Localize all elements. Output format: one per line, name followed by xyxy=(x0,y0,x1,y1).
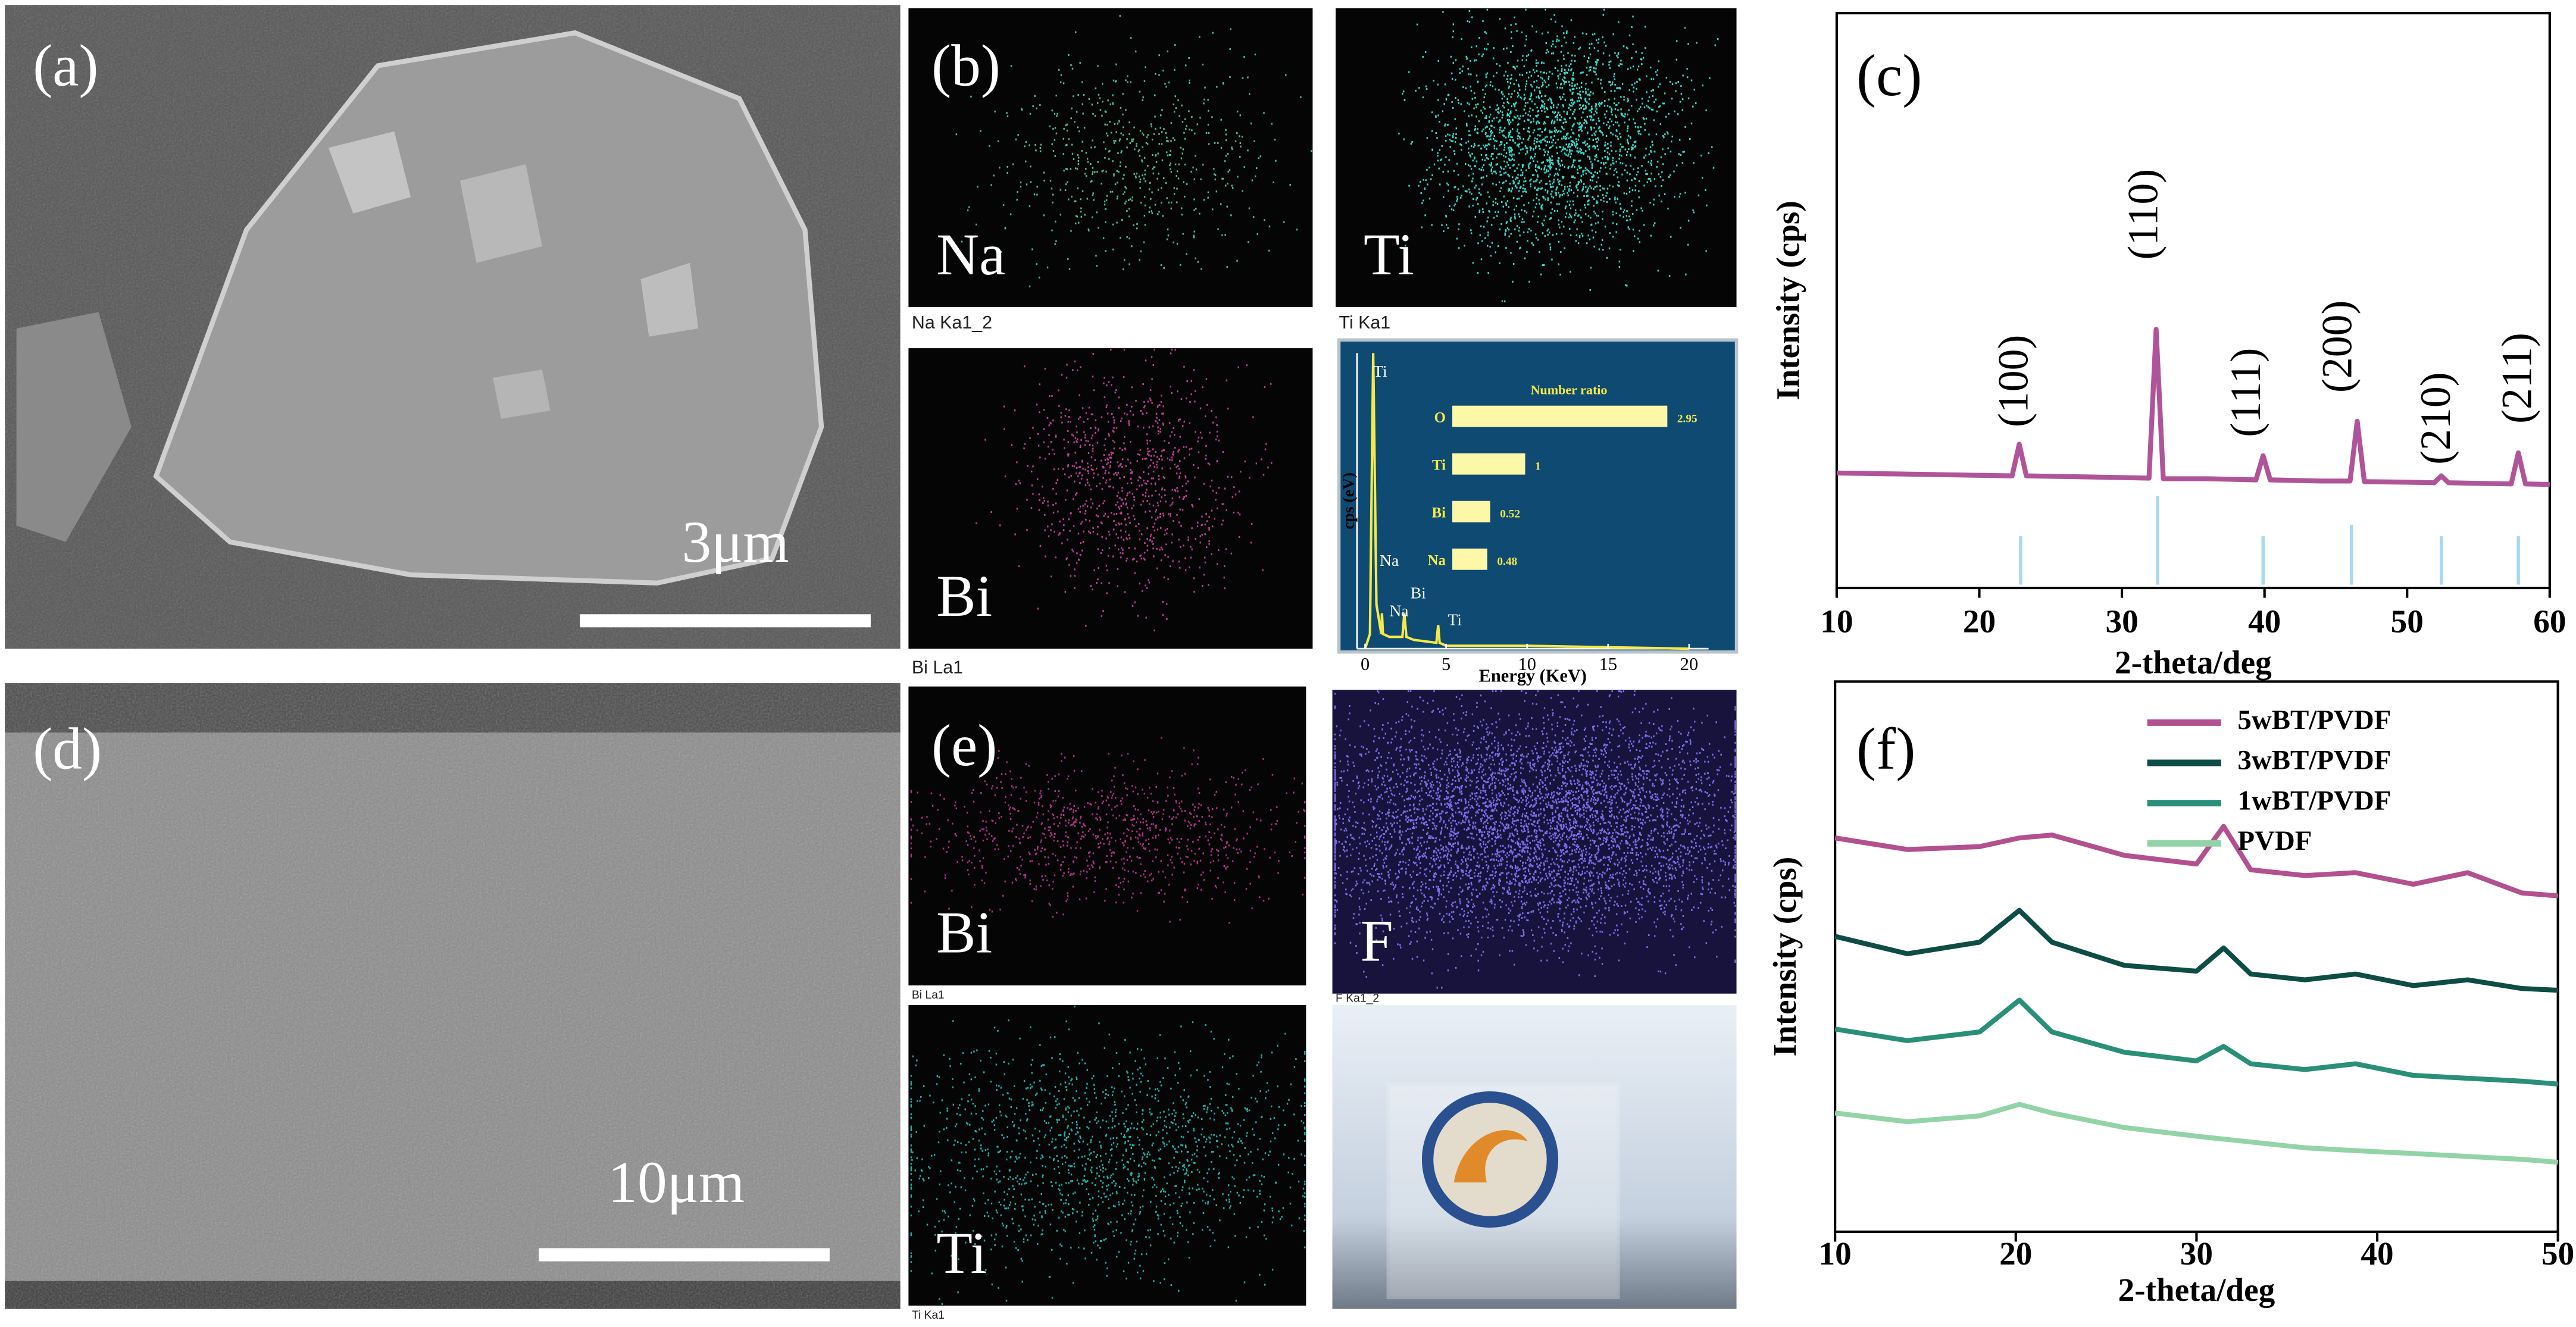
panel-label: (d) xyxy=(33,716,102,782)
scale-bar-label: 3μm xyxy=(681,509,789,575)
x-tick-label: 10 xyxy=(1820,603,1853,640)
x-tick-label: 40 xyxy=(2361,1235,2393,1272)
panel-label: (b) xyxy=(931,33,1001,99)
element-label: F xyxy=(1360,909,1393,974)
ratio-category: Ti xyxy=(1432,457,1446,473)
ratio-category: Na xyxy=(1428,552,1446,568)
peak-label: (200) xyxy=(2314,301,2361,393)
ratio-bar xyxy=(1452,405,1668,427)
content: Na Na Ka1_2 Ti Ti Ka1 Bi Bi La1 Bi Bi La1 F F Ka1… xyxy=(908,8,2574,1322)
peak-label: Na xyxy=(1389,602,1408,620)
ratio-title: Number ratio xyxy=(1530,382,1607,397)
element-map xyxy=(1336,8,1737,308)
map-caption: Bi La1 xyxy=(912,658,963,678)
peak-label: (210) xyxy=(2412,372,2459,464)
element-map xyxy=(908,686,1306,985)
panel-label: (c) xyxy=(1856,43,1922,108)
x-tick-label: 30 xyxy=(2180,1235,2213,1272)
peak-label: (111) xyxy=(2222,348,2269,437)
element-label: Ti xyxy=(936,1220,987,1286)
ratio-bar xyxy=(1452,548,1487,570)
panel-label: (f) xyxy=(1856,716,1915,782)
series-line xyxy=(1834,997,2558,1087)
x-tick-label: 20 xyxy=(1963,603,1996,640)
element-label: Bi xyxy=(936,564,992,629)
ratio-bar xyxy=(1452,500,1490,522)
peak-label: Bi xyxy=(1411,584,1426,602)
element-map-dots xyxy=(1334,690,1736,989)
spectrum-line xyxy=(1364,353,1689,650)
panel-label: (e) xyxy=(931,713,997,778)
element-map-dots xyxy=(1398,8,1719,302)
x-tick-label: 50 xyxy=(2391,603,2424,640)
element-label: Bi xyxy=(936,900,992,966)
element-map xyxy=(908,348,1313,649)
x-axis-label: 2-theta/deg xyxy=(2118,1272,2275,1308)
peak-label: Na xyxy=(1380,551,1399,569)
x-tick-label: 10 xyxy=(1819,1235,1852,1272)
map-caption: Ti Ka1 xyxy=(1339,313,1391,333)
series-line xyxy=(1834,824,2558,899)
x-tick-label: 20 xyxy=(1680,654,1698,674)
ratio-category: O xyxy=(1434,409,1446,425)
y-axis-label: cps (eV) xyxy=(1339,472,1357,530)
ratio-value-label: 1 xyxy=(1535,460,1541,472)
map-caption: F Ka1_2 xyxy=(1336,993,1379,1005)
ratio-bar xyxy=(1452,453,1525,475)
sem-image-a xyxy=(5,5,901,649)
peak-label: (100) xyxy=(1990,335,2037,427)
map-caption: Ti Ka1 xyxy=(912,1309,945,1322)
ratio-value-label: 2.95 xyxy=(1677,412,1697,425)
x-axis-label: 2-theta/deg xyxy=(2115,644,2272,681)
legend-label: 1wBT/PVDF xyxy=(2237,785,2391,816)
x-tick-label: 30 xyxy=(2105,603,2138,640)
panel-label: (a) xyxy=(33,33,98,99)
map-caption: Bi La1 xyxy=(912,989,945,1001)
y-axis-label: Intensity (cps) xyxy=(1767,857,1803,1057)
x-tick-label: 40 xyxy=(2248,603,2281,640)
legend-label: 5wBT/PVDF xyxy=(2237,705,2391,736)
element-map-dots xyxy=(955,15,1312,287)
eds-background xyxy=(1337,338,1739,654)
element-map-dots xyxy=(910,1006,1306,1305)
x-tick-label: 15 xyxy=(1599,654,1617,674)
plot-frame xyxy=(1835,12,2551,590)
series-line xyxy=(1836,327,2550,487)
series-line xyxy=(1834,1101,2558,1165)
ratio-value-label: 0.48 xyxy=(1497,555,1517,568)
peak-label: Ti xyxy=(1448,610,1462,628)
ratio-category: Bi xyxy=(1432,505,1446,521)
x-tick-label: 5 xyxy=(1442,654,1450,674)
element-map-dots xyxy=(910,737,1306,924)
peak-label: (110) xyxy=(2119,169,2167,260)
ratio-value-label: 0.52 xyxy=(1500,508,1520,520)
peak-label: (211) xyxy=(2493,333,2540,424)
element-map-dots xyxy=(976,349,1273,632)
sem-image-d xyxy=(5,683,901,1309)
x-axis-label: Energy (KeV) xyxy=(1479,665,1587,686)
peak-label: Ti xyxy=(1373,362,1387,380)
element-label: Na xyxy=(936,222,1005,287)
scale-bar-label: 10μm xyxy=(608,1150,745,1215)
film-photo xyxy=(1332,1005,1737,1309)
legend-label: 3wBT/PVDF xyxy=(2237,745,2391,776)
series-line xyxy=(1834,907,2558,993)
element-label: Ti xyxy=(1364,222,1414,287)
x-tick-label: 20 xyxy=(1999,1235,2032,1272)
legend-label: PVDF xyxy=(2237,825,2312,856)
y-axis-label: Intensity (cps) xyxy=(1770,201,1806,400)
map-caption: Na Ka1_2 xyxy=(912,313,992,333)
x-tick-label: 50 xyxy=(2541,1235,2574,1272)
element-map xyxy=(908,8,1313,308)
x-tick-label: 10 xyxy=(1518,654,1536,674)
x-tick-label: 0 xyxy=(1361,654,1370,674)
x-tick-label: 60 xyxy=(2533,603,2566,640)
